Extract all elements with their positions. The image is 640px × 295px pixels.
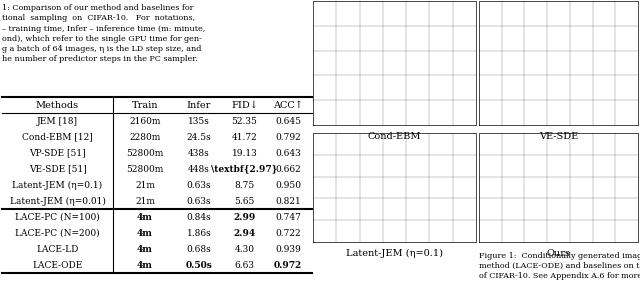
Text: 5.65: 5.65 <box>234 196 255 206</box>
Text: 0.63s: 0.63s <box>187 181 211 189</box>
Text: Cond-EBM [12]: Cond-EBM [12] <box>22 132 93 142</box>
Text: 0.643: 0.643 <box>275 148 301 158</box>
Text: 4m: 4m <box>137 212 153 222</box>
Text: 0.939: 0.939 <box>275 245 301 253</box>
Text: 0.50s: 0.50s <box>186 260 212 270</box>
Text: Figure 1:  Conditionally generated images of our
method (LACE-ODE) and baselines: Figure 1: Conditionally generated images… <box>479 252 640 280</box>
Text: VE-SDE: VE-SDE <box>539 132 578 141</box>
Text: LACE-PC (N=200): LACE-PC (N=200) <box>15 229 100 237</box>
Text: 0.84s: 0.84s <box>187 212 211 222</box>
Text: 19.13: 19.13 <box>232 148 257 158</box>
Text: 0.747: 0.747 <box>275 212 301 222</box>
Text: LACE-PC (N=100): LACE-PC (N=100) <box>15 212 100 222</box>
Text: 0.662: 0.662 <box>275 165 301 173</box>
Text: 21m: 21m <box>135 181 155 189</box>
Text: LACE-LD: LACE-LD <box>36 245 79 253</box>
Text: 52800m: 52800m <box>126 148 164 158</box>
Text: VP-SDE [51]: VP-SDE [51] <box>29 148 86 158</box>
Text: Ours: Ours <box>547 249 570 258</box>
Text: Latent-JEM (η=0.1): Latent-JEM (η=0.1) <box>346 249 443 258</box>
Text: 2.99: 2.99 <box>234 212 255 222</box>
Text: 8.75: 8.75 <box>234 181 255 189</box>
Text: Cond-EBM: Cond-EBM <box>368 132 421 141</box>
Text: 2160m: 2160m <box>129 117 161 125</box>
Text: 1.86s: 1.86s <box>187 229 211 237</box>
Text: 438s: 438s <box>188 148 210 158</box>
Text: ACC↑: ACC↑ <box>273 101 303 109</box>
Text: 0.972: 0.972 <box>274 260 302 270</box>
Text: 1: Comparison of our method and baselines for
tional  sampling  on  CIFAR-10.   : 1: Comparison of our method and baseline… <box>2 4 205 63</box>
Text: 24.5s: 24.5s <box>187 132 211 142</box>
Text: 2.94: 2.94 <box>234 229 255 237</box>
Text: 21m: 21m <box>135 196 155 206</box>
Text: Train: Train <box>132 101 158 109</box>
Text: 4m: 4m <box>137 229 153 237</box>
Text: 0.68s: 0.68s <box>187 245 211 253</box>
Text: 0.792: 0.792 <box>275 132 301 142</box>
Text: 41.72: 41.72 <box>232 132 257 142</box>
Text: 135s: 135s <box>188 117 210 125</box>
Text: 0.950: 0.950 <box>275 181 301 189</box>
Text: 4.30: 4.30 <box>234 245 255 253</box>
Text: 0.645: 0.645 <box>275 117 301 125</box>
Text: FID↓: FID↓ <box>231 101 258 109</box>
Text: \textbf{2.97}: \textbf{2.97} <box>211 165 278 173</box>
Text: 52800m: 52800m <box>126 165 164 173</box>
Text: 0.722: 0.722 <box>275 229 301 237</box>
Text: JEM [18]: JEM [18] <box>37 117 78 125</box>
Text: 2280m: 2280m <box>129 132 161 142</box>
Text: Methods: Methods <box>36 101 79 109</box>
Text: 0.821: 0.821 <box>275 196 301 206</box>
Text: Latent-JEM (η=0.1): Latent-JEM (η=0.1) <box>12 181 102 190</box>
Text: 6.63: 6.63 <box>234 260 255 270</box>
Text: 0.63s: 0.63s <box>187 196 211 206</box>
Text: Latent-JEM (η=0.01): Latent-JEM (η=0.01) <box>10 196 106 206</box>
Text: 4m: 4m <box>137 260 153 270</box>
Text: 4m: 4m <box>137 245 153 253</box>
Text: Infer: Infer <box>187 101 211 109</box>
Text: VE-SDE [51]: VE-SDE [51] <box>29 165 86 173</box>
Text: 448s: 448s <box>188 165 210 173</box>
Text: LACE-ODE: LACE-ODE <box>32 260 83 270</box>
Text: 52.35: 52.35 <box>232 117 257 125</box>
